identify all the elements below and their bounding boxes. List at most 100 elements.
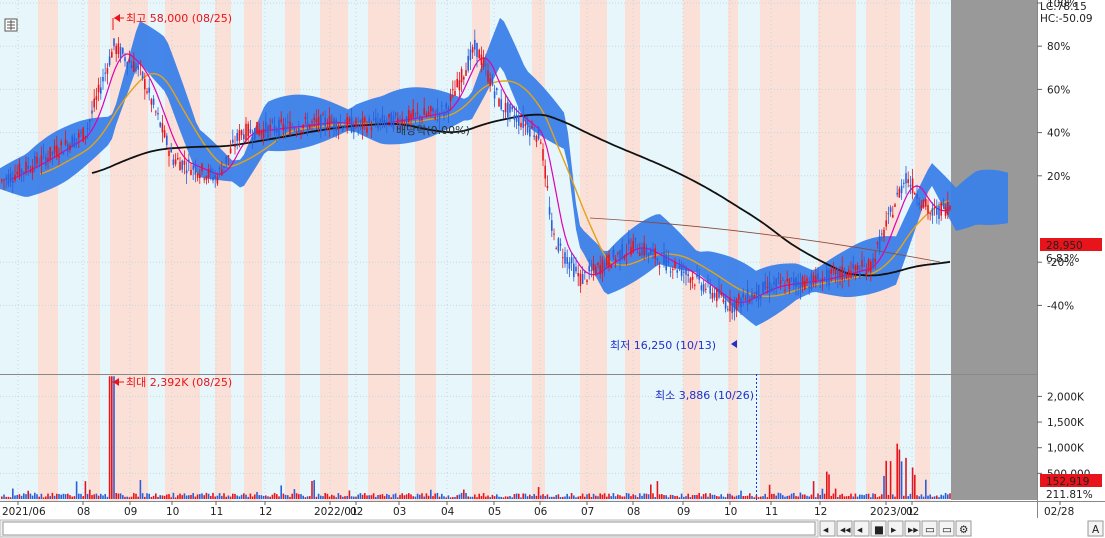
volume-bar: [361, 494, 364, 499]
candle-body: [821, 278, 824, 282]
x-tick-label: 11: [765, 506, 778, 518]
stop-icon[interactable]: ◂: [853, 520, 870, 537]
candle-body: [403, 123, 406, 125]
volume-bar: [883, 475, 885, 499]
low-annotation: 최저 16,250 (10/13): [610, 339, 737, 352]
zoom-in-icon[interactable]: ▭: [921, 520, 938, 537]
step-right-icon[interactable]: ■: [870, 520, 887, 537]
candle-body: [366, 127, 368, 133]
volume-bar: [73, 496, 76, 499]
candle-body: [249, 129, 252, 134]
volume-bar: [641, 495, 643, 499]
volume-bars: [1, 376, 951, 499]
candle-body: [898, 188, 901, 198]
volume-bar: [826, 471, 828, 499]
volume-bar: [828, 474, 830, 499]
candle-body: [828, 270, 830, 286]
volume-bar: [311, 480, 313, 499]
candle-body: [7, 174, 10, 185]
candle-body: [78, 132, 80, 138]
candle-body: [243, 134, 245, 140]
volume-bar: [309, 496, 311, 499]
settings-icon[interactable]: ▭: [938, 520, 955, 537]
volume-bar: [289, 496, 291, 499]
candle-body: [64, 139, 67, 145]
scroll-thumb[interactable]: [2, 521, 816, 536]
volume-bar: [938, 497, 940, 499]
volume-bar: [727, 493, 729, 499]
period-band: [915, 0, 930, 501]
candle-body: [542, 148, 544, 161]
step-left-icon[interactable]: ◂◂: [836, 520, 853, 537]
candle-body: [27, 165, 29, 169]
volume-bar: [850, 493, 852, 499]
candle-body: [342, 127, 344, 131]
candle-body: [443, 112, 445, 117]
toolbar-button-bg: [870, 520, 887, 537]
volume-bar: [812, 481, 815, 499]
candle-body: [784, 289, 786, 291]
candle-body: [548, 207, 551, 215]
volume-bar: [529, 494, 531, 499]
volume-bar: [854, 493, 857, 499]
toolbar-button-bg: [955, 520, 972, 537]
volume-bar: [698, 492, 700, 499]
volume-bar: [933, 496, 936, 499]
scroll-right-icon[interactable]: ▸: [887, 520, 904, 537]
text-mode-icon[interactable]: ⚙: [955, 520, 972, 537]
candle-body: [269, 124, 271, 129]
volume-bar: [672, 495, 674, 499]
candle-body: [89, 119, 91, 122]
period-band: [472, 0, 490, 501]
volume-bar: [95, 493, 98, 499]
high-annotation: 최고 58,000 (08/25): [112, 12, 232, 30]
candle-body: [214, 175, 216, 179]
volume-bar: [287, 495, 289, 499]
volume-bar: [300, 494, 302, 499]
candle-body: [504, 103, 507, 113]
candle-body: [531, 126, 533, 129]
candle-body: [141, 71, 144, 79]
volume-bar: [936, 495, 938, 499]
y-tick-label: 20%: [1047, 171, 1070, 183]
candle-body: [553, 233, 555, 235]
candle-body: [339, 122, 342, 124]
candle-body: [716, 288, 718, 302]
volume-tick-label: 1,500K: [1047, 417, 1085, 429]
candle-body: [680, 264, 683, 277]
volume-bar: [804, 494, 806, 499]
scroll-left-icon[interactable]: ◂: [819, 520, 836, 537]
candle-body: [309, 124, 311, 129]
zoom-out-icon[interactable]: ▸▸: [904, 520, 921, 537]
grid-lines: [0, 0, 951, 500]
candle-body: [278, 120, 280, 137]
candle-body: [870, 261, 872, 272]
candle-body: [465, 70, 467, 76]
candle-body: [203, 178, 205, 180]
candle-body: [3, 179, 5, 181]
text-mode-icon[interactable]: A: [1087, 520, 1104, 537]
volume-bar: [856, 496, 859, 499]
volume-bar: [203, 495, 205, 499]
volume-bar: [84, 481, 87, 499]
candle-body: [181, 160, 183, 170]
volume-bar: [764, 493, 766, 499]
candle-body: [911, 178, 914, 194]
candle-body: [236, 133, 238, 141]
candle-body: [562, 257, 564, 259]
candle-body: [513, 115, 516, 120]
volume-bar: [643, 493, 645, 499]
volume-bar: [423, 496, 425, 499]
candle-body: [36, 156, 38, 164]
candle-body: [161, 123, 164, 133]
candle-body: [67, 143, 69, 152]
volume-bar: [839, 494, 841, 499]
candle-body: [31, 166, 34, 173]
candle-body: [287, 121, 289, 123]
candle-body: [412, 108, 414, 118]
volume-bar: [489, 497, 491, 499]
volume-bar: [320, 495, 322, 499]
y-tick-label: 40%: [1047, 128, 1070, 140]
chart-menu-icon[interactable]: [4, 18, 18, 32]
